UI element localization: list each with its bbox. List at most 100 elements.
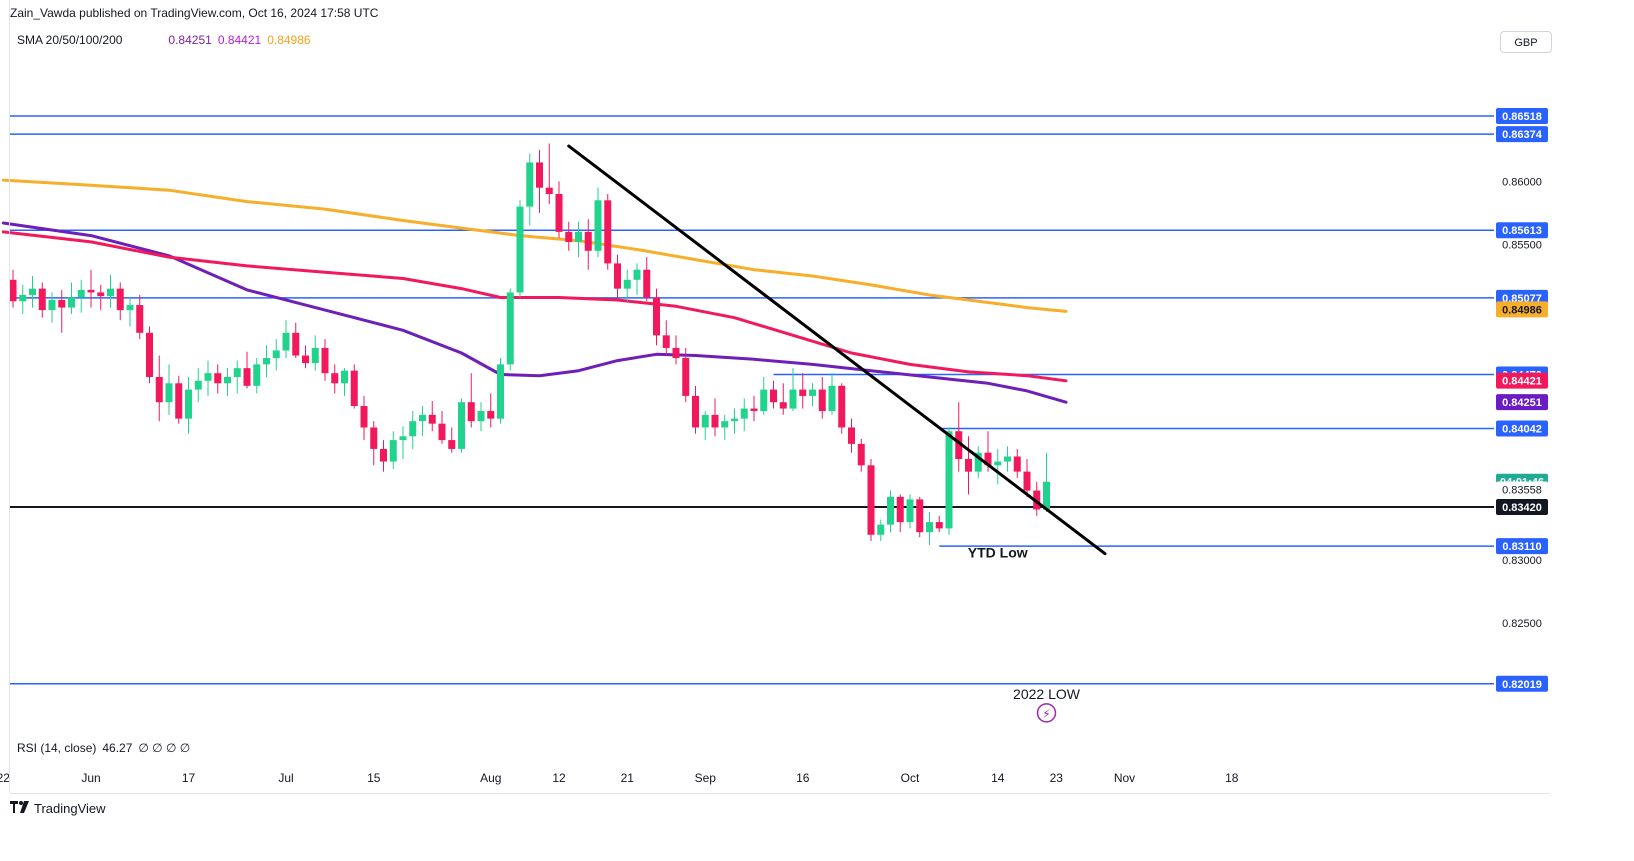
candle[interactable] — [58, 289, 66, 333]
event-marker-icon[interactable]: ⚡ — [1036, 703, 1057, 723]
candle[interactable] — [467, 373, 475, 428]
candle[interactable] — [214, 364, 222, 394]
candle[interactable] — [146, 326, 153, 384]
candle[interactable] — [545, 143, 553, 205]
sma-line-purple[interactable] — [1, 221, 1068, 404]
candle[interactable] — [1043, 452, 1050, 513]
sma-legend[interactable]: SMA 20/50/100/200 0.84251 0.84421 0.8498… — [17, 33, 311, 47]
candle[interactable] — [916, 496, 924, 538]
candle[interactable] — [185, 376, 192, 434]
candle[interactable] — [896, 494, 904, 533]
candle[interactable] — [175, 375, 183, 424]
candle[interactable] — [29, 276, 36, 308]
candle[interactable] — [877, 519, 885, 542]
candle[interactable] — [721, 414, 729, 441]
candle[interactable] — [945, 427, 953, 535]
candle[interactable] — [692, 385, 699, 434]
candle[interactable] — [955, 402, 963, 472]
candle[interactable] — [662, 320, 670, 356]
candle[interactable] — [965, 436, 972, 495]
candle[interactable] — [731, 408, 738, 434]
candle[interactable] — [789, 368, 797, 412]
candle[interactable] — [594, 187, 602, 258]
candle[interactable] — [701, 411, 709, 441]
candle[interactable] — [253, 358, 261, 394]
candle[interactable] — [926, 512, 933, 545]
candle[interactable] — [233, 360, 241, 394]
candle[interactable] — [350, 364, 358, 409]
candle[interactable] — [399, 426, 407, 460]
candle[interactable] — [799, 373, 807, 409]
candle[interactable] — [643, 257, 651, 302]
candle[interactable] — [857, 438, 865, 472]
candle[interactable] — [575, 221, 582, 258]
candle[interactable] — [204, 360, 212, 396]
candle[interactable] — [974, 446, 982, 478]
candle[interactable] — [770, 380, 777, 409]
candle[interactable] — [828, 373, 836, 415]
candle[interactable] — [555, 181, 563, 239]
candle[interactable] — [887, 490, 894, 533]
candle[interactable] — [107, 274, 114, 308]
candle[interactable] — [77, 279, 85, 313]
candle[interactable] — [672, 335, 680, 365]
candle[interactable] — [526, 153, 534, 226]
candle[interactable] — [458, 398, 465, 453]
candle[interactable] — [906, 494, 914, 529]
candle[interactable] — [438, 411, 446, 444]
candle[interactable] — [9, 269, 17, 308]
candle[interactable] — [1023, 459, 1031, 497]
candle[interactable] — [750, 395, 758, 422]
candle[interactable] — [19, 284, 27, 314]
candle[interactable] — [536, 149, 543, 213]
candle[interactable] — [419, 406, 426, 437]
candle[interactable] — [653, 288, 660, 346]
candle[interactable] — [584, 219, 592, 270]
currency-button[interactable]: GBP — [1500, 31, 1552, 53]
candle[interactable] — [1013, 448, 1021, 478]
candle[interactable] — [38, 282, 46, 318]
candle[interactable] — [48, 292, 56, 323]
candle[interactable] — [321, 339, 329, 381]
candle[interactable] — [331, 364, 339, 394]
candle[interactable] — [360, 395, 368, 441]
rsi-legend[interactable]: RSI (14, close) 46.27 ∅ ∅ ∅ ∅ — [17, 741, 190, 755]
candle[interactable] — [409, 411, 417, 449]
candle[interactable] — [165, 364, 173, 415]
candle[interactable] — [682, 347, 690, 403]
candle[interactable] — [194, 368, 202, 403]
candle[interactable] — [604, 193, 612, 270]
candle[interactable] — [867, 459, 875, 542]
candle[interactable] — [370, 421, 378, 466]
candle[interactable] — [487, 393, 495, 428]
trendline[interactable] — [567, 144, 1107, 556]
candle[interactable] — [243, 351, 251, 389]
candle[interactable] — [380, 440, 387, 472]
candle[interactable] — [136, 294, 144, 340]
sma-line-orange[interactable] — [1, 178, 1068, 313]
candle[interactable] — [614, 254, 621, 298]
candle[interactable] — [809, 383, 816, 407]
candle[interactable] — [155, 355, 163, 422]
candle[interactable] — [818, 376, 826, 419]
sma-line-pink[interactable] — [1, 230, 1068, 383]
candle[interactable] — [448, 427, 456, 453]
candle[interactable] — [87, 269, 95, 308]
candle[interactable] — [994, 448, 1002, 485]
candle[interactable] — [779, 383, 787, 415]
candle[interactable] — [1004, 446, 1011, 472]
candle[interactable] — [311, 335, 319, 371]
candle[interactable] — [116, 282, 124, 321]
candle[interactable] — [477, 402, 485, 432]
candle[interactable] — [97, 284, 105, 311]
candle[interactable] — [68, 282, 75, 314]
candle[interactable] — [506, 288, 514, 371]
candle[interactable] — [428, 400, 436, 432]
candle[interactable] — [935, 515, 943, 533]
candle[interactable] — [711, 398, 719, 437]
candle[interactable] — [516, 200, 524, 298]
candle[interactable] — [389, 431, 397, 470]
candle[interactable] — [126, 297, 134, 327]
candle[interactable] — [497, 358, 504, 424]
tradingview-footer[interactable]: TradingView — [10, 800, 106, 816]
